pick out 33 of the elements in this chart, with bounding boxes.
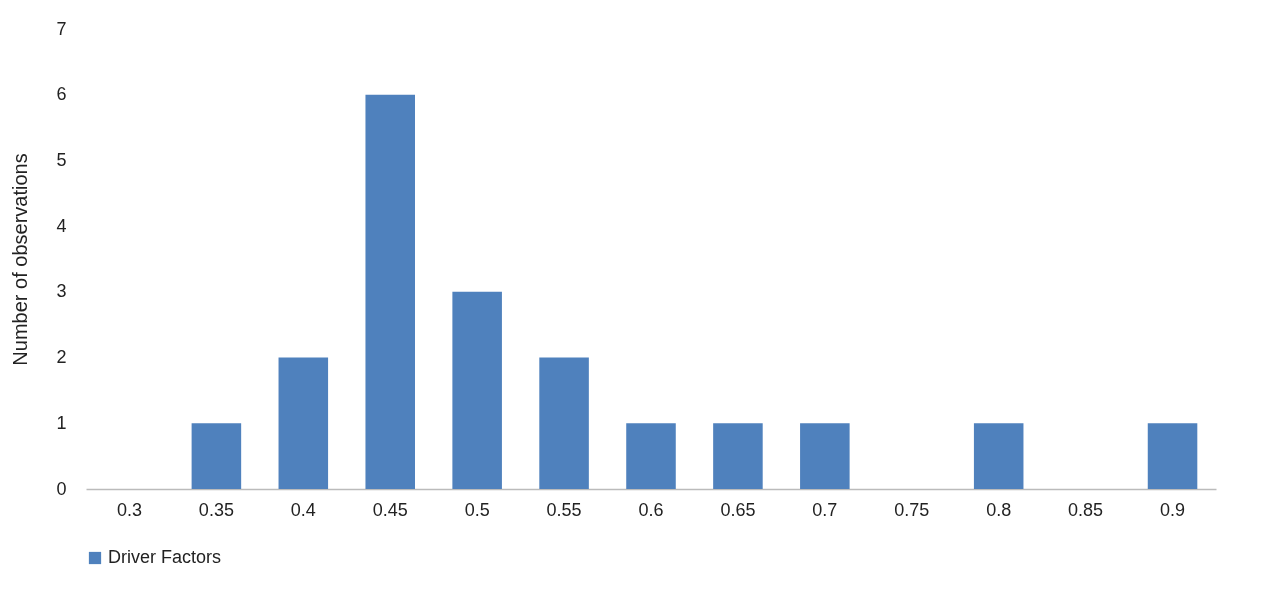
x-tick-label: 0.9 <box>1160 499 1186 520</box>
x-tick-label: 0.5 <box>464 499 490 520</box>
x-tick-label: 0.6 <box>638 499 664 520</box>
bar <box>973 423 1024 489</box>
legend-label: Driver Factors <box>108 547 222 567</box>
bar <box>452 291 502 489</box>
y-tick-label: 5 <box>56 149 67 170</box>
y-tick-label: 7 <box>56 18 67 39</box>
bar <box>1147 423 1198 489</box>
x-tick-label: 0.75 <box>894 499 930 520</box>
x-tick-label: 0.35 <box>198 499 234 520</box>
x-tick-label: 0.3 <box>116 499 142 520</box>
x-tick-label: 0.55 <box>546 499 582 520</box>
bar <box>713 423 763 489</box>
bar <box>539 357 589 489</box>
y-axis-title: Number of observations <box>9 153 32 366</box>
y-tick-label: 4 <box>56 215 67 236</box>
bar <box>800 423 850 489</box>
bar <box>365 94 415 489</box>
x-tick-label: 0.45 <box>372 499 408 520</box>
bar <box>626 423 676 489</box>
bar <box>191 423 242 489</box>
y-tick-label: 2 <box>56 347 67 368</box>
x-tick-label: 0.4 <box>290 499 316 520</box>
x-tick-label: 0.65 <box>720 499 756 520</box>
y-tick-label: 3 <box>56 281 67 302</box>
x-tick-label: 0.8 <box>986 499 1012 520</box>
bar <box>278 357 329 489</box>
y-tick-label: 1 <box>56 412 67 433</box>
x-tick-label: 0.85 <box>1068 499 1104 520</box>
y-tick-label: 0 <box>56 478 67 499</box>
y-tick-label: 6 <box>56 84 67 105</box>
x-tick-label: 0.7 <box>812 499 838 520</box>
